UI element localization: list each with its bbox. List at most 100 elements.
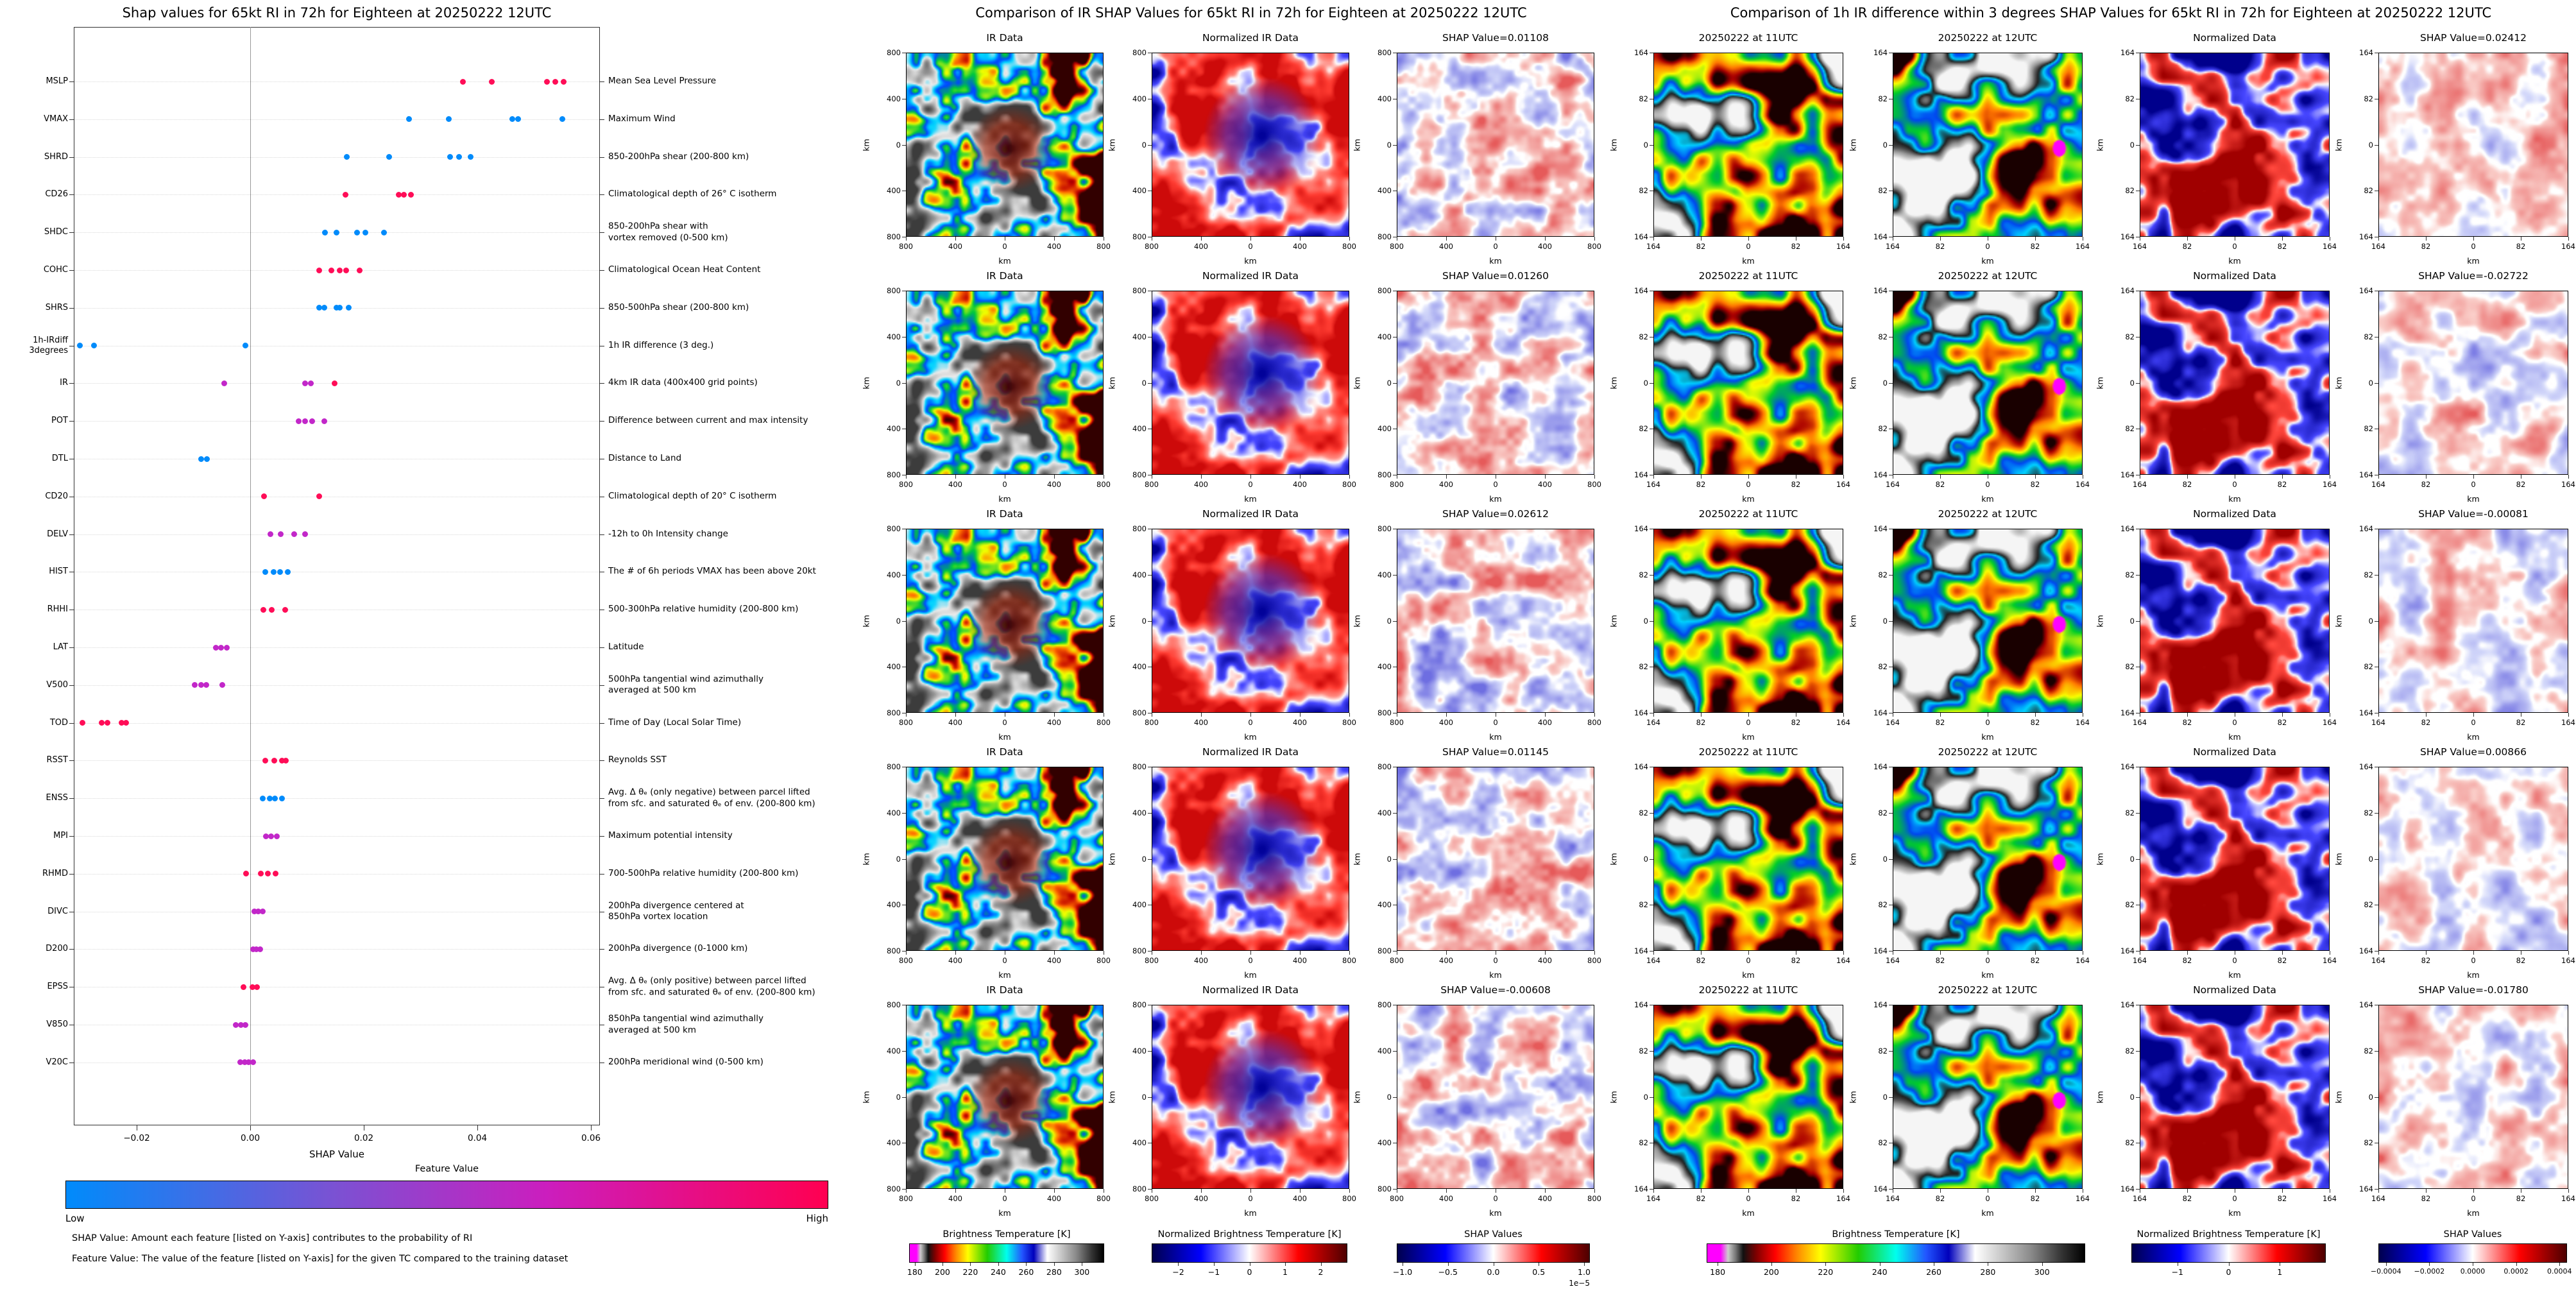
axis-unit-label: km (1608, 852, 1619, 866)
axis-tick-label: 164 (2133, 956, 2147, 965)
shap-dot (271, 795, 278, 801)
colorbar-tick-mark (1053, 1263, 1055, 1266)
colorbar-tick-label: 240 (990, 1267, 1006, 1277)
colorbar-title: Brightness Temperature [K] (1832, 1229, 1960, 1240)
map-title: SHAP Value=0.01108 (1442, 32, 1549, 44)
axis-tick-label: 82 (1935, 242, 1945, 251)
map-title: SHAP Value=-0.00081 (2418, 508, 2529, 520)
axis-tick-label: 800 (1378, 524, 1392, 533)
axis-tick-label: 164 (1886, 956, 1900, 965)
x-tick-mark (1748, 237, 1749, 241)
x-tick-mark (1054, 951, 1055, 955)
grid-line (74, 798, 599, 799)
shap-dot (446, 116, 452, 123)
axis-tick-label: 82 (2125, 900, 2135, 910)
axis-tick-label: 0 (1141, 616, 1147, 626)
axis-tick-label: 0 (896, 854, 901, 864)
shap-dot (198, 456, 205, 462)
x-tick-mark (1545, 1189, 1546, 1193)
axis-unit-label: km (1244, 256, 1257, 266)
axis-tick-label: 82 (1878, 424, 1888, 434)
feature-label: CD20 (45, 491, 68, 501)
axis-unit-label: km (2228, 970, 2241, 980)
x-tick-mark (1748, 713, 1749, 717)
axis-tick-label: 800 (1145, 956, 1159, 965)
axis-tick-label: 800 (1378, 232, 1392, 241)
feature-label: DIVC (47, 906, 68, 916)
axis-tick-label: 400 (1538, 480, 1552, 489)
feature-label: SHRS (45, 302, 68, 312)
axis-tick-label: 164 (2359, 946, 2373, 955)
map-title: SHAP Value=0.01145 (1442, 746, 1549, 758)
y-tick-mark (69, 949, 74, 950)
axis-tick-label: 82 (2125, 662, 2135, 672)
x-tick-mark (2426, 237, 2427, 241)
shap-dot (79, 720, 85, 726)
axis-tick-label: 400 (1132, 332, 1147, 341)
axis-tick-label: 164 (2371, 1194, 2385, 1203)
axis-tick-label: 82 (2182, 718, 2192, 727)
axis-tick-label: 164 (2323, 1194, 2337, 1203)
colorbar-exponent-label: 1e−5 (1569, 1279, 1590, 1288)
colorbar-tick-mark (2559, 1263, 2561, 1266)
shap-dot (279, 795, 286, 801)
axis-tick-label: 82 (1878, 570, 1888, 579)
map-title: SHAP Value=0.02412 (2419, 32, 2527, 44)
axis-tick-label: 164 (2371, 242, 2385, 251)
axis-unit-label: km (1489, 494, 1502, 504)
axis-tick-label: 82 (2125, 1046, 2135, 1055)
axis-tick-label: 164 (2120, 708, 2135, 717)
axis-tick-label: 82 (1639, 1046, 1648, 1055)
map-canvas (1397, 291, 1594, 475)
y-tick-mark (1393, 858, 1397, 860)
axis-tick-label: 82 (2182, 956, 2192, 965)
axis-tick-label: 82 (2364, 570, 2373, 579)
axis-tick-label: 800 (1132, 232, 1147, 241)
y-tick-mark (2375, 1050, 2378, 1052)
axis-tick-label: 800 (1378, 1000, 1392, 1009)
x-tick-mark (1940, 237, 1941, 241)
axis-tick-label: 800 (1145, 242, 1159, 251)
y-tick-mark (1148, 1097, 1152, 1098)
axis-tick-label: 164 (2120, 762, 2135, 771)
map-title: SHAP Value=0.02612 (1442, 508, 1549, 520)
grid-line (74, 685, 599, 686)
axis-tick-label: 82 (1696, 956, 1706, 965)
x-tick-mark (1940, 713, 1941, 717)
shap-dot (243, 343, 249, 349)
axis-tick-label: 0 (1985, 242, 1990, 251)
shap-dot (274, 833, 280, 839)
axis-tick-label: 400 (1378, 570, 1392, 579)
axis-tick-label: 0 (1386, 140, 1392, 149)
x-tick-label: 0.06 (581, 1133, 601, 1143)
axis-tick-label: 82 (1639, 424, 1648, 434)
axis-tick-label: 0 (2232, 1194, 2237, 1203)
axis-tick-label: 0 (896, 1092, 901, 1102)
map-title: 20250222 at 11UTC (1698, 746, 1798, 758)
x-tick-mark (2426, 1189, 2427, 1193)
axis-tick-label: 400 (1132, 186, 1147, 196)
colorbar-tick-label: 300 (2034, 1267, 2050, 1277)
y-tick-mark (69, 836, 74, 837)
axis-tick-label: 82 (2030, 956, 2040, 965)
map-title: SHAP Value=-0.01780 (2418, 984, 2529, 996)
axis-tick-label: 400 (1439, 242, 1453, 251)
x-tick-mark (2282, 237, 2283, 241)
x-tick-mark (1446, 237, 1447, 241)
axis-unit-label: km (1848, 376, 1858, 389)
x-tick-mark (2378, 1189, 2379, 1193)
feature-description: The # of 6h periods VMAX has been above … (608, 566, 816, 577)
shap-dot (104, 720, 110, 726)
feature-description: Mean Sea Level Pressure (608, 76, 717, 87)
y-tick-mark (1393, 620, 1397, 622)
x-tick-mark (1653, 713, 1654, 717)
shap-dot (253, 946, 260, 952)
axis-tick-label: 82 (1696, 1194, 1706, 1203)
x-tick-mark (1054, 713, 1055, 717)
shap-dot (212, 644, 219, 651)
shap-dot (241, 1059, 248, 1066)
map-title: SHAP Value=-0.02722 (2418, 270, 2529, 282)
shap-dot (250, 984, 255, 990)
axis-tick-label: 400 (1047, 718, 1061, 727)
axis-tick-label: 400 (1378, 900, 1392, 910)
